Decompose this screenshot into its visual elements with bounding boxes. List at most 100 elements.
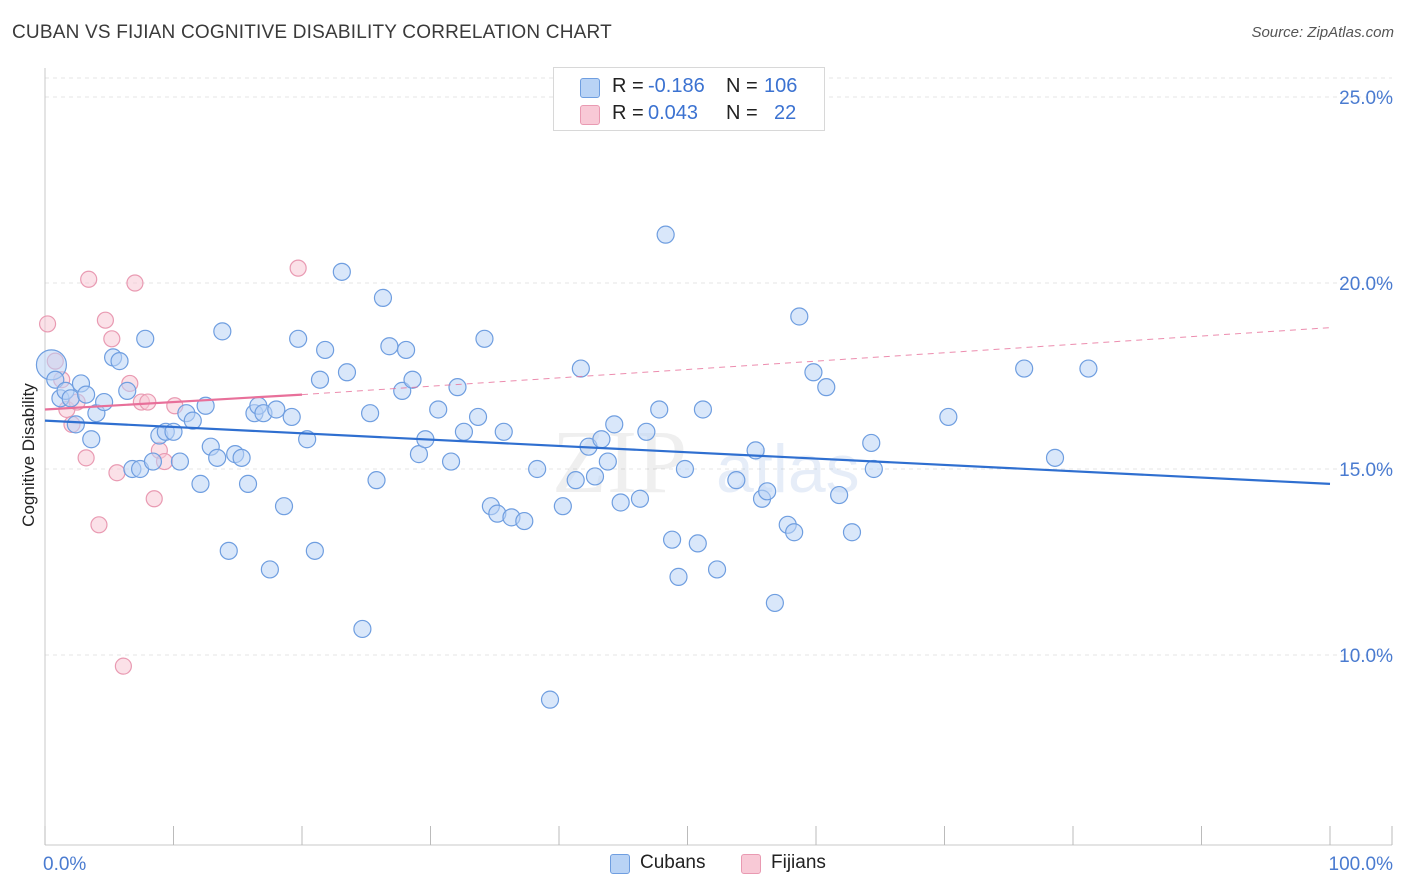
source-label: Source: ZipAtlas.com: [1251, 24, 1394, 41]
fijians-swatch: [580, 105, 600, 125]
fijians-point: [126, 274, 144, 292]
cubans-point: [1045, 448, 1065, 467]
legend-n-value: 22: [774, 102, 797, 124]
cubans-point: [403, 370, 422, 389]
fijians-point: [103, 330, 121, 348]
cubans-point: [118, 381, 137, 400]
cubans-point: [585, 467, 605, 486]
y-tick-label: 15.0%: [1339, 460, 1393, 481]
cubans-point: [305, 541, 324, 560]
legend-n-label: N =: [726, 75, 758, 97]
cubans-point: [66, 415, 85, 434]
cubans-point: [650, 400, 669, 419]
cubans-point: [675, 459, 695, 479]
cubans-point: [1015, 359, 1034, 378]
cubans-point: [842, 523, 862, 542]
trendlines: [44, 327, 1331, 485]
cubans-point: [82, 430, 101, 449]
cubans-point: [785, 523, 804, 542]
cubans-trendline: [44, 419, 1331, 485]
legend-n-value: 106: [764, 75, 798, 97]
legend-r-label: R =: [612, 102, 644, 124]
cubans-point: [605, 415, 624, 434]
cubans-point: [662, 530, 682, 549]
stats-legend: R = -0.186 N = 106 R = 0.043 N = 22: [553, 67, 825, 131]
cubans-point: [448, 378, 467, 397]
cubans-point: [475, 329, 494, 348]
cubans-point: [630, 489, 650, 508]
cubans-point: [864, 459, 883, 479]
cubans-point: [566, 471, 585, 490]
y-tick-label: 10.0%: [1339, 646, 1393, 667]
fijians-point: [96, 311, 114, 329]
cubans-point: [758, 482, 777, 501]
y-tick-label: 25.0%: [1339, 88, 1393, 109]
cubans-point: [540, 690, 560, 709]
cubans-point: [528, 459, 547, 479]
cubans-point: [110, 352, 129, 371]
y-tick-label: 20.0%: [1339, 274, 1393, 295]
cubans-point: [77, 385, 96, 404]
fijians-legend-label: Fijians: [771, 852, 826, 873]
cubans-point: [637, 422, 656, 441]
fijians-trendline-extension: [301, 327, 1331, 396]
cubans-point: [95, 392, 114, 412]
cubans-point: [61, 389, 80, 408]
cubans-point: [454, 422, 474, 441]
cubans-point: [219, 541, 238, 560]
fijians-point: [90, 516, 108, 534]
cubans-point: [298, 430, 317, 449]
cubans-point: [396, 340, 416, 360]
cubans-point: [441, 452, 461, 471]
cubans-points: [35, 225, 1098, 709]
cubans-point: [804, 363, 823, 382]
cubans-point: [598, 452, 617, 471]
fijians-point: [145, 490, 163, 508]
cubans-point: [183, 411, 202, 430]
cubans-point: [429, 400, 448, 419]
fijians-point: [38, 315, 57, 333]
cubans-swatch: [580, 78, 600, 98]
cubans-point: [393, 381, 412, 400]
cubans-point: [46, 370, 65, 389]
cubans-point: [830, 485, 849, 505]
cubans-point: [238, 474, 258, 493]
cubans-point: [611, 493, 630, 512]
cubans-point: [332, 262, 351, 281]
cubans-point: [727, 471, 746, 490]
cubans-legend-swatch: [610, 854, 630, 874]
cubans-point: [862, 433, 881, 453]
fijians-legend-swatch: [741, 854, 761, 874]
axes: [44, 68, 1393, 846]
cubans-point: [656, 225, 675, 244]
cubans-point: [170, 452, 190, 471]
cubans-point: [592, 430, 611, 449]
cubans-point: [380, 337, 399, 356]
cubans-point: [468, 407, 488, 427]
cubans-point: [707, 560, 727, 579]
fijians-point: [139, 393, 157, 411]
cubans-point: [282, 407, 301, 427]
cubans-legend-label: Cubans: [640, 852, 706, 873]
cubans-point: [213, 322, 232, 341]
legend-n-label: N =: [726, 102, 758, 124]
fijians-trendline: [44, 393, 303, 411]
cubans-point: [310, 370, 330, 389]
cubans-point: [688, 534, 707, 553]
chart-title: CUBAN VS FIJIAN COGNITIVE DISABILITY COR…: [12, 22, 612, 43]
legend-row-cubans: R = -0.186 N = 106: [554, 75, 824, 101]
cubans-point: [232, 448, 251, 467]
cubans-point: [790, 307, 809, 326]
cubans-point: [669, 567, 688, 586]
cubans-point: [208, 448, 227, 467]
fijians-point: [80, 270, 98, 288]
cubans-point: [274, 497, 294, 516]
cubans-point: [267, 400, 286, 419]
cubans-point: [289, 329, 308, 348]
cubans-point: [765, 593, 784, 613]
legend-row-fijians: R = 0.043 N = 22: [554, 102, 824, 128]
cubans-point: [693, 400, 713, 419]
watermark: ZIP atlas: [552, 413, 860, 512]
x-tick-label: 100.0%: [1329, 854, 1394, 875]
